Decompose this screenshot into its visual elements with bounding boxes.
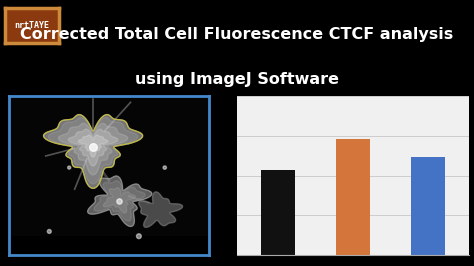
Point: [135, 234, 143, 238]
Polygon shape: [48, 118, 137, 184]
Polygon shape: [68, 129, 118, 166]
Text: nrtTAYE: nrtTAYE: [15, 21, 49, 30]
Polygon shape: [103, 188, 136, 213]
Point: [89, 145, 97, 149]
Point: [161, 165, 169, 170]
Point: [65, 165, 73, 170]
Bar: [261, 170, 295, 255]
Text: using ImageJ Software: using ImageJ Software: [135, 72, 339, 87]
Point: [115, 199, 123, 203]
Bar: [411, 157, 445, 255]
Bar: [9, 236, 209, 255]
Polygon shape: [139, 192, 182, 227]
Polygon shape: [88, 176, 152, 226]
Text: Corrected Total Cell Fluorescence CTCF analysis: Corrected Total Cell Fluorescence CTCF a…: [20, 27, 454, 41]
Polygon shape: [58, 123, 128, 175]
Polygon shape: [44, 115, 143, 188]
Bar: [336, 139, 370, 255]
Polygon shape: [78, 135, 108, 157]
Polygon shape: [94, 181, 145, 221]
Point: [46, 229, 53, 234]
